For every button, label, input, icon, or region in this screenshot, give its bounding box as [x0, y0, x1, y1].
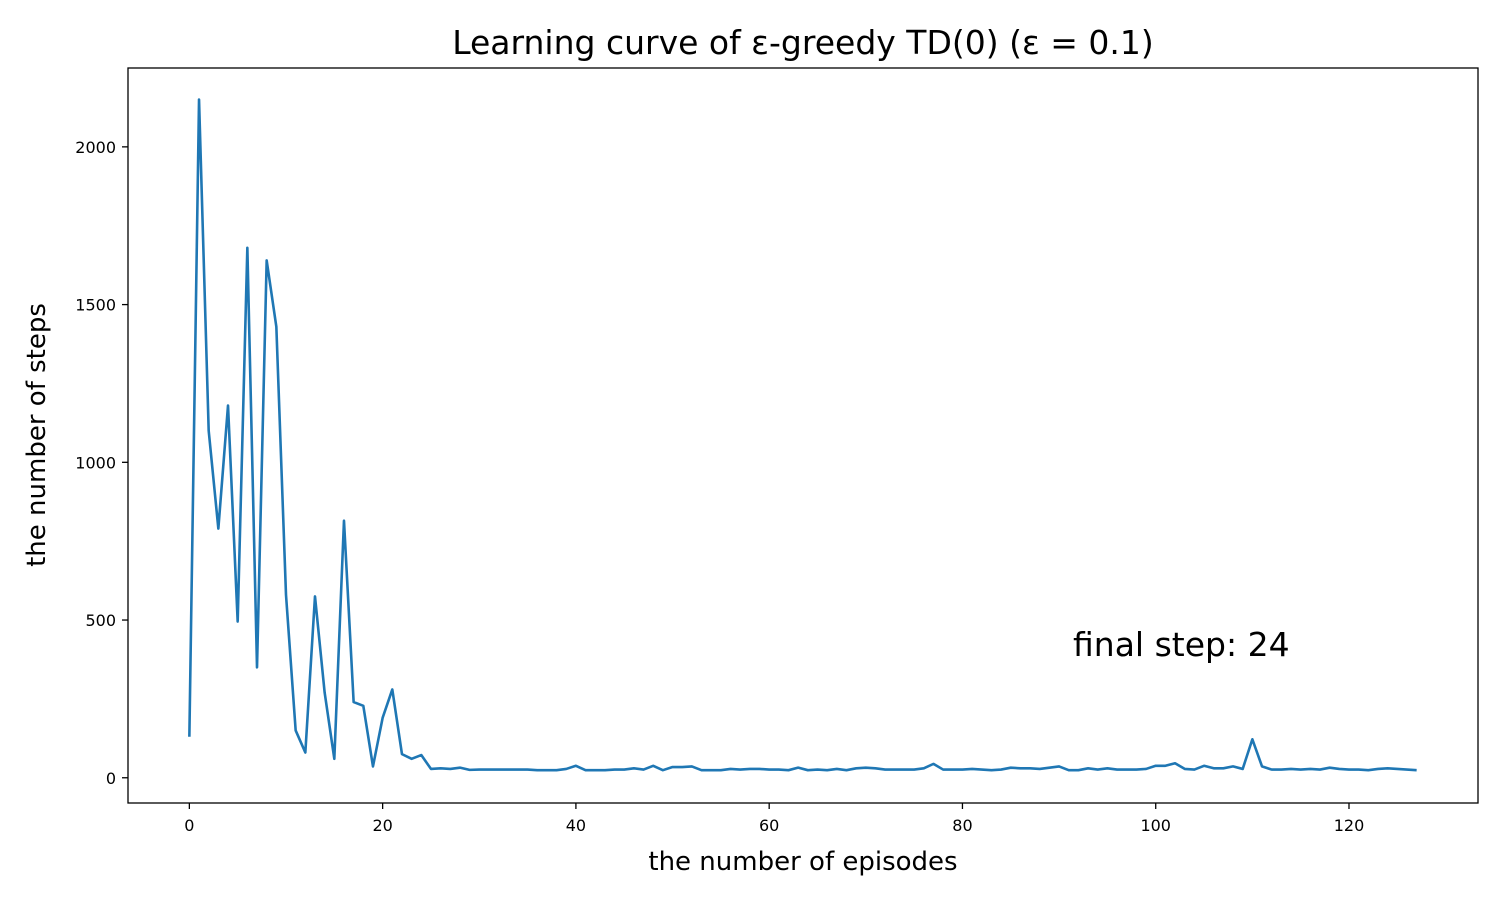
plot-frame — [127, 67, 1479, 804]
x-tick-label: 80 — [952, 816, 972, 835]
y-axis-label: the number of steps — [22, 303, 52, 567]
series-line — [188, 98, 1417, 772]
x-tick-label: 20 — [372, 816, 392, 835]
x-axis: 0 20 40 60 80 100 120 — [184, 803, 1364, 835]
y-tick-label: 2000 — [75, 138, 116, 157]
y-tick-label: 1500 — [75, 296, 116, 315]
y-tick-label: 1000 — [75, 453, 116, 472]
final-step-annotation: final step: 24 — [1073, 625, 1290, 664]
chart-title: Learning curve of ε-greedy TD(0) (ε = 0.… — [452, 23, 1154, 62]
x-tick-label: 100 — [1140, 816, 1171, 835]
x-tick-label: 40 — [566, 816, 586, 835]
x-tick-label: 60 — [759, 816, 779, 835]
y-tick-label: 500 — [85, 611, 116, 630]
y-tick-label: 0 — [106, 769, 116, 788]
x-axis-label: the number of episodes — [648, 847, 957, 877]
y-axis: 0 500 1000 1500 2000 — [75, 138, 128, 788]
x-tick-label: 0 — [184, 816, 194, 835]
x-tick-label: 120 — [1334, 816, 1365, 835]
